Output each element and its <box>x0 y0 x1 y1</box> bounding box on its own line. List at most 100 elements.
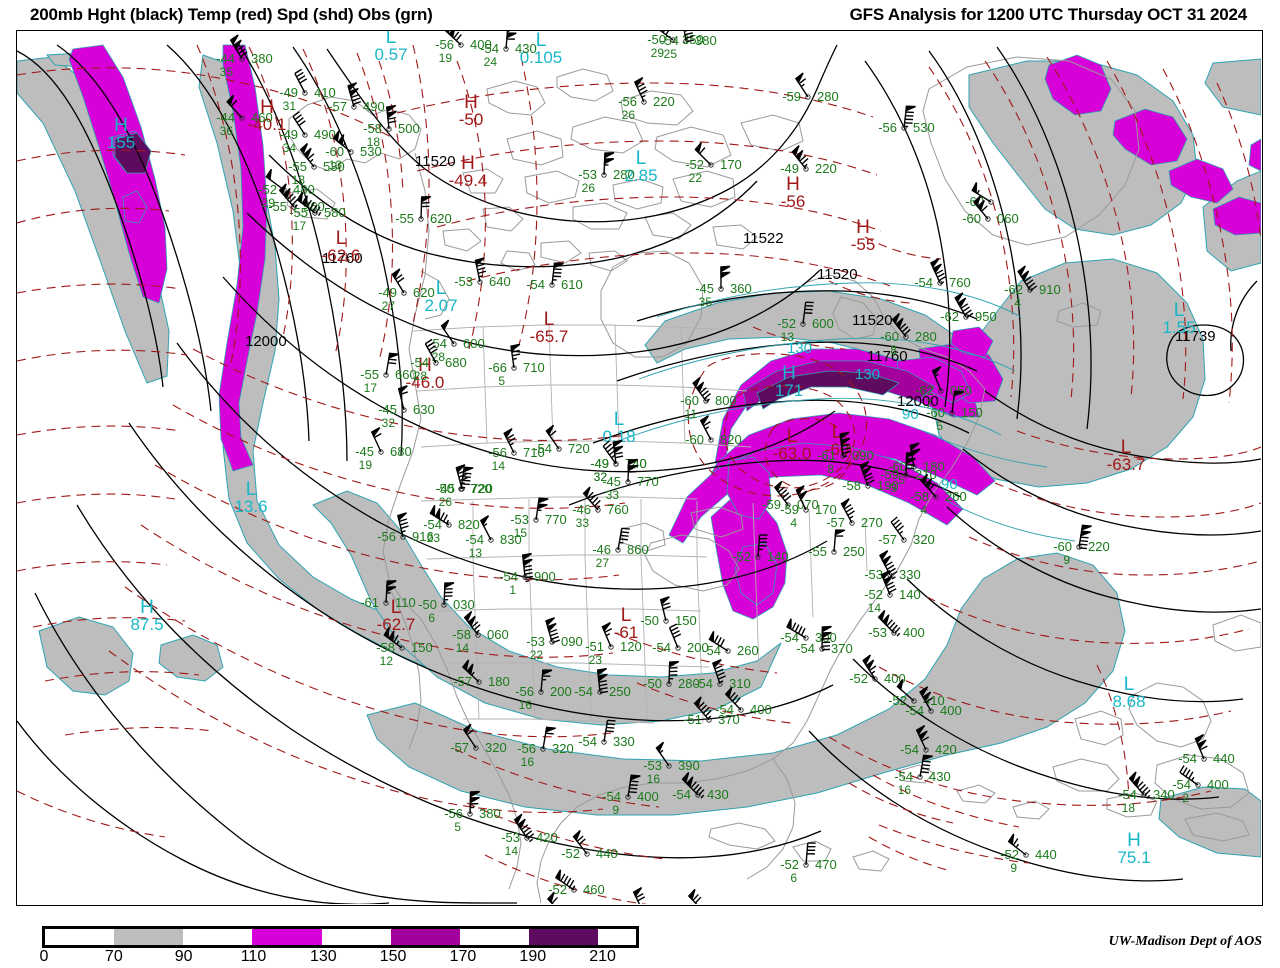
station-height: 460 <box>583 882 605 897</box>
station-height: 120 <box>620 639 642 654</box>
station-dewpoint-depression: 4 <box>1014 296 1021 310</box>
station-dewpoint-depression: 36 <box>220 124 234 138</box>
station-dewpoint-depression: 4 <box>790 516 797 530</box>
station-height: 916 <box>412 529 434 544</box>
station-dewpoint-depression: 16 <box>647 772 661 786</box>
legend-tick: 0 <box>40 948 49 966</box>
station-dewpoint-depression: 2 <box>1182 791 1189 805</box>
station-dewpoint-depression: 9 <box>612 803 619 817</box>
legend-tick: 110 <box>241 948 267 966</box>
station-temperature: -59 <box>780 502 799 517</box>
station-height: 400 <box>940 703 962 718</box>
station-temperature: -50 <box>647 32 666 47</box>
station-temperature: -54 <box>578 734 597 749</box>
station-height: 150 <box>411 640 433 655</box>
extremum-value: -50 <box>459 110 484 129</box>
station-dewpoint-depression: 32 <box>594 470 608 484</box>
station-temperature: -54 <box>652 640 671 655</box>
station-height: 260 <box>945 489 967 504</box>
station-dewpoint-depression: 35 <box>699 295 713 309</box>
station-temperature: -53 <box>864 567 883 582</box>
station-temperature: -54 <box>465 532 484 547</box>
station-dewpoint-depression: 17 <box>364 381 378 395</box>
station-temperature: -59 <box>782 89 801 104</box>
station-dewpoint-depression: 4 <box>920 503 927 517</box>
station-height: 390 <box>678 758 700 773</box>
station-height: 680 <box>390 444 412 459</box>
station-height: 800 <box>715 393 737 408</box>
station-temperature: -57 <box>450 740 469 755</box>
station-temperature: -57 <box>878 532 897 547</box>
station-temperature: -54 <box>533 441 552 456</box>
station-height: 480 <box>293 182 315 197</box>
station-temperature: -54 <box>905 703 924 718</box>
station-height: 610 <box>561 277 583 292</box>
height-label: 11520 <box>852 312 893 329</box>
station-temperature: -61 <box>360 595 379 610</box>
station-temperature: -54 <box>1172 777 1191 792</box>
low-center-label: L-65.7 <box>530 309 569 346</box>
station-temperature: -45 <box>378 402 397 417</box>
station-dewpoint-depression: 6 <box>428 611 435 625</box>
extremum-value: -63.7 <box>1107 455 1146 474</box>
station-temperature: -52 <box>561 846 580 861</box>
isotach-legend-colorbar[interactable] <box>42 926 639 948</box>
wind-barb <box>511 344 520 368</box>
station-temperature: -53 <box>526 634 545 649</box>
station-height: 820 <box>720 432 742 447</box>
station-temperature: -62 <box>940 309 959 324</box>
station-height: 900 <box>534 569 556 584</box>
station-height: 430 <box>515 41 537 56</box>
credit-attribution: UW-Madison Dept of AOS <box>1109 934 1262 950</box>
station-height: 630 <box>413 402 435 417</box>
station-temperature: -54 <box>574 684 593 699</box>
high-center-label: H87.5 <box>130 597 163 634</box>
station-height: 360 <box>730 281 752 296</box>
station-height: 220 <box>1088 539 1110 554</box>
station-temperature: -56 <box>517 741 536 756</box>
analysis-subtitle: GFS Analysis for 1200 UTC Thursday OCT 3… <box>850 5 1247 25</box>
station-temperature: -60 <box>685 432 704 447</box>
station-temperature: -54 <box>672 787 691 802</box>
station-height: 140 <box>899 587 921 602</box>
high-center-label: H75.1 <box>1117 830 1150 867</box>
station-dewpoint-depression: 25 <box>664 47 678 61</box>
station-dewpoint-depression: 26 <box>439 495 453 509</box>
station-temperature: -57 <box>453 674 472 689</box>
legend-tick: 90 <box>175 948 193 966</box>
station-temperature: -45 <box>695 281 714 296</box>
station-height: 090 <box>561 634 583 649</box>
station-dewpoint-depression: 31 <box>283 99 297 113</box>
extremum-value: 75.1 <box>1117 848 1150 867</box>
station-temperature: -54 <box>796 641 815 656</box>
station-temperature: -57 <box>328 99 347 114</box>
station-temperature: -49 <box>590 456 609 471</box>
station-height: 280 <box>817 89 839 104</box>
station-dewpoint-depression: 26 <box>582 181 596 195</box>
station-temperature: -56 <box>878 120 897 135</box>
station-height: 280 <box>915 329 937 344</box>
height-label: 11520 <box>817 266 858 283</box>
wind-barb <box>546 618 560 643</box>
station-height: 600 <box>812 316 834 331</box>
legend-tick: 170 <box>450 948 477 966</box>
map-canvas[interactable]: 11520 11760 12000 11520 11760 12000 1173… <box>16 30 1263 906</box>
legend-swatch <box>45 929 114 945</box>
wind-barb <box>387 106 396 129</box>
station-height: 640 <box>489 274 511 289</box>
station-height: 580 <box>324 205 346 220</box>
station-temperature: -52 <box>258 182 277 197</box>
station-height: 420 <box>536 830 558 845</box>
station-height: 250 <box>609 684 631 699</box>
station-height: 440 <box>1035 847 1057 862</box>
station-temperature: -60 <box>1053 539 1072 554</box>
extremum-value: 0.57 <box>374 45 407 64</box>
station-temperature: -58 <box>376 640 395 655</box>
